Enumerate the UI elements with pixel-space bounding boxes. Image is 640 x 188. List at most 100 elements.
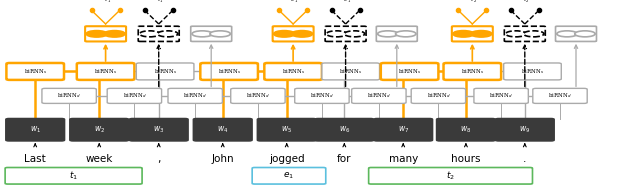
Text: $w_4$: $w_4$: [217, 124, 228, 135]
FancyBboxPatch shape: [231, 88, 285, 103]
Text: biRNN$_s$: biRNN$_s$: [94, 67, 117, 76]
FancyBboxPatch shape: [532, 88, 588, 103]
Text: biRNN$_d$: biRNN$_d$: [310, 91, 333, 100]
Text: biRNN$_d$: biRNN$_d$: [427, 91, 450, 100]
Text: John: John: [211, 154, 234, 164]
Text: biRNN$_s$: biRNN$_s$: [154, 67, 177, 76]
Circle shape: [344, 31, 365, 37]
FancyBboxPatch shape: [85, 26, 126, 42]
Circle shape: [140, 31, 160, 37]
Text: ,: ,: [157, 154, 161, 164]
Text: biRNN$_s$: biRNN$_s$: [282, 67, 305, 76]
Text: $s_{t_1}$: $s_{t_1}$: [100, 0, 111, 5]
FancyBboxPatch shape: [42, 88, 96, 103]
Text: biRNN$_s$: biRNN$_s$: [218, 67, 241, 76]
FancyBboxPatch shape: [352, 88, 406, 103]
Text: biRNN$_s$: biRNN$_s$: [398, 67, 421, 76]
Text: $d_{t_2}$: $d_{t_2}$: [519, 0, 531, 5]
Text: jogged: jogged: [269, 154, 305, 164]
Circle shape: [453, 31, 474, 37]
Text: $s_{t_2}$: $s_{t_2}$: [467, 0, 477, 5]
Text: $w_3$: $w_3$: [153, 124, 164, 135]
Text: $w_9$: $w_9$: [519, 124, 531, 135]
Text: biRNN$_d$: biRNN$_d$: [123, 91, 146, 100]
FancyBboxPatch shape: [556, 26, 596, 42]
Text: biRNN$_d$: biRNN$_d$: [246, 91, 269, 100]
FancyBboxPatch shape: [412, 88, 466, 103]
Text: .: .: [523, 154, 527, 164]
FancyBboxPatch shape: [444, 63, 501, 80]
FancyBboxPatch shape: [257, 118, 316, 141]
Circle shape: [104, 31, 125, 37]
Circle shape: [396, 31, 416, 37]
FancyBboxPatch shape: [273, 26, 314, 42]
Circle shape: [210, 31, 230, 37]
Text: biRNN$_s$: biRNN$_s$: [461, 67, 484, 76]
Text: week: week: [86, 154, 113, 164]
FancyBboxPatch shape: [136, 63, 194, 80]
Circle shape: [274, 31, 294, 37]
Text: $e_1$: $e_1$: [284, 171, 294, 181]
FancyBboxPatch shape: [452, 26, 493, 42]
Circle shape: [524, 31, 544, 37]
Circle shape: [86, 31, 107, 37]
Text: $d_{e_1}$: $d_{e_1}$: [339, 0, 352, 5]
Text: for: for: [337, 154, 351, 164]
Circle shape: [157, 31, 178, 37]
FancyBboxPatch shape: [6, 63, 64, 80]
FancyBboxPatch shape: [168, 88, 223, 103]
Text: biRNN$_d$: biRNN$_d$: [490, 91, 513, 100]
FancyBboxPatch shape: [6, 118, 65, 141]
Text: biRNN$_d$: biRNN$_d$: [548, 91, 572, 100]
Circle shape: [326, 31, 347, 37]
FancyBboxPatch shape: [191, 26, 232, 42]
FancyBboxPatch shape: [193, 118, 252, 141]
Text: many: many: [388, 154, 418, 164]
Text: $w_6$: $w_6$: [339, 124, 350, 135]
FancyBboxPatch shape: [325, 26, 366, 42]
Text: $s_{e_1}$: $s_{e_1}$: [287, 0, 299, 5]
FancyBboxPatch shape: [77, 63, 134, 80]
Circle shape: [378, 31, 398, 37]
FancyBboxPatch shape: [5, 168, 142, 184]
Text: $w_2$: $w_2$: [93, 124, 105, 135]
Text: biRNN$_d$: biRNN$_d$: [58, 91, 81, 100]
Text: $d_{t_1}$: $d_{t_1}$: [153, 0, 164, 5]
FancyBboxPatch shape: [504, 26, 545, 42]
FancyBboxPatch shape: [495, 118, 554, 141]
FancyBboxPatch shape: [200, 63, 258, 80]
FancyBboxPatch shape: [264, 63, 322, 80]
Text: $t_1$: $t_1$: [69, 170, 78, 182]
FancyBboxPatch shape: [252, 168, 326, 184]
Circle shape: [506, 31, 526, 37]
Circle shape: [471, 31, 492, 37]
FancyBboxPatch shape: [315, 118, 374, 141]
Text: biRNN$_s$: biRNN$_s$: [24, 67, 47, 76]
Text: $w_7$: $w_7$: [397, 124, 409, 135]
Circle shape: [292, 31, 312, 37]
FancyBboxPatch shape: [295, 88, 349, 103]
Text: Last: Last: [24, 154, 46, 164]
Circle shape: [557, 31, 577, 37]
Text: biRNN$_d$: biRNN$_d$: [367, 91, 390, 100]
FancyBboxPatch shape: [138, 26, 179, 42]
Text: $w_1$: $w_1$: [29, 124, 41, 135]
FancyBboxPatch shape: [381, 63, 438, 80]
Text: hours: hours: [451, 154, 481, 164]
Text: $w_8$: $w_8$: [460, 124, 472, 135]
FancyBboxPatch shape: [70, 118, 129, 141]
Circle shape: [192, 31, 212, 37]
Text: biRNN$_s$: biRNN$_s$: [521, 67, 544, 76]
Text: biRNN$_s$: biRNN$_s$: [339, 67, 362, 76]
Circle shape: [575, 31, 595, 37]
Text: $t_2$: $t_2$: [446, 170, 455, 182]
FancyBboxPatch shape: [374, 118, 433, 141]
FancyBboxPatch shape: [322, 63, 380, 80]
FancyBboxPatch shape: [107, 88, 161, 103]
FancyBboxPatch shape: [376, 26, 417, 42]
Text: biRNN$_d$: biRNN$_d$: [184, 91, 207, 100]
FancyBboxPatch shape: [436, 118, 495, 141]
FancyBboxPatch shape: [129, 118, 188, 141]
FancyBboxPatch shape: [504, 63, 561, 80]
FancyBboxPatch shape: [474, 88, 529, 103]
